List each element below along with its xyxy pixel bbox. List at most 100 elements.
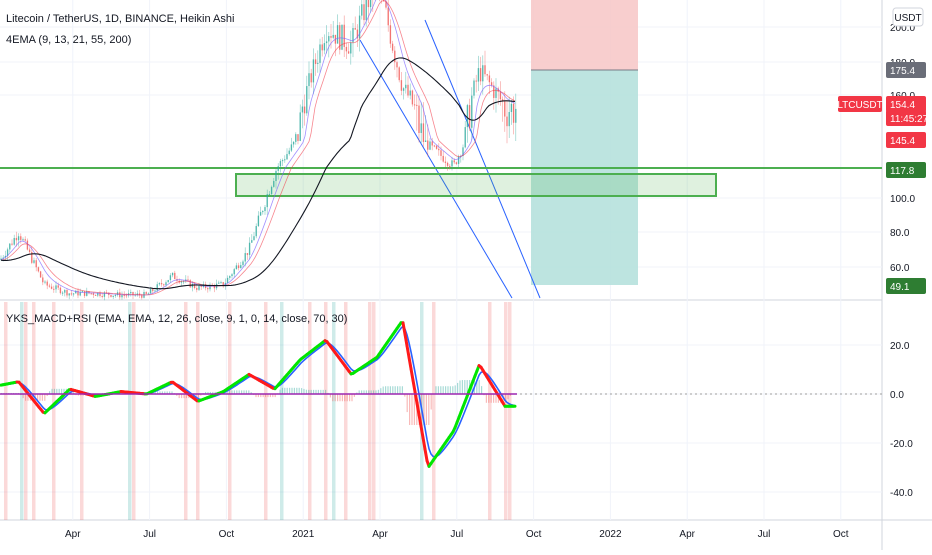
lower-indicator-label: YKS_MACD+RSI (EMA, EMA, 12, 26, close, 9… — [6, 313, 347, 325]
candle-body — [262, 211, 263, 212]
histogram-bar — [486, 394, 487, 403]
macd-segment — [409, 357, 411, 368]
histogram-bar — [399, 386, 400, 394]
overbought-band — [196, 302, 200, 520]
overbought-band — [368, 302, 372, 520]
histogram-bar — [301, 388, 302, 394]
macd-segment — [403, 323, 405, 334]
candle-body — [58, 285, 59, 287]
candle-body — [302, 107, 303, 113]
candle-body — [328, 36, 329, 41]
price-tag-label: 175.4 — [890, 66, 915, 77]
candle-body — [471, 96, 472, 128]
x-tick-label: Apr — [372, 529, 388, 540]
candle-body — [337, 25, 338, 44]
candle-body — [418, 106, 419, 133]
candle-body — [236, 265, 237, 269]
candle-body — [229, 276, 230, 278]
histogram-bar — [332, 394, 333, 401]
candle-body — [333, 35, 334, 38]
histogram-bar — [383, 387, 384, 394]
candle-body — [146, 292, 147, 294]
candle-body — [278, 166, 279, 171]
histogram-bar — [282, 388, 283, 394]
histogram-bar — [351, 394, 352, 401]
candle-body — [110, 295, 111, 297]
candle-body — [9, 244, 10, 250]
candle-body — [489, 75, 490, 82]
candle-body — [55, 285, 56, 289]
candle-body — [245, 253, 246, 261]
histogram-bar — [440, 386, 441, 394]
candle-body — [306, 86, 307, 113]
histogram-bar — [54, 389, 55, 394]
symbol-tag-label: LTCUSDT — [837, 100, 882, 111]
histogram-bar — [495, 394, 496, 403]
histogram-bar — [390, 386, 391, 394]
candle-body — [405, 85, 406, 88]
histogram-bar — [488, 394, 489, 403]
stop-loss-box — [531, 0, 638, 70]
candle-body — [396, 62, 397, 67]
price-tag-label: 11:45:27 — [890, 114, 929, 125]
currency-badge-label: USDT — [894, 13, 921, 24]
histogram-bar — [61, 389, 62, 394]
histogram-bar — [457, 383, 458, 394]
histogram-bar — [294, 388, 295, 394]
candle-body — [319, 44, 320, 62]
candle-body — [458, 156, 459, 164]
candle-body — [62, 293, 63, 294]
x-tick-label: Jul — [758, 529, 771, 540]
x-tick-label: Jul — [143, 529, 156, 540]
candle-body — [432, 141, 433, 145]
candle-body — [392, 44, 393, 51]
candle-body — [348, 51, 349, 53]
candle-body — [429, 141, 430, 149]
candle-body — [73, 293, 74, 294]
candle-body — [350, 42, 351, 53]
candle-body — [509, 112, 510, 126]
candle-body — [443, 156, 444, 162]
candle-body — [220, 282, 221, 283]
candle-body — [311, 73, 312, 82]
candle-body — [93, 293, 94, 295]
overbought-band — [184, 302, 188, 520]
candle-body — [414, 104, 415, 105]
candle-body — [487, 74, 488, 75]
histogram-bar — [431, 394, 432, 410]
candle-body — [284, 159, 285, 160]
histogram-bar — [59, 389, 60, 394]
candle-body — [295, 134, 296, 142]
candle-body — [363, 4, 364, 20]
candle-body — [95, 295, 96, 296]
candle-body — [412, 91, 413, 105]
candle-body — [130, 292, 131, 293]
histogram-bar — [462, 380, 463, 394]
candle-body — [300, 112, 301, 141]
y-tick-label-lower: -40.0 — [890, 488, 913, 499]
candle-body — [260, 212, 261, 216]
overbought-band — [132, 302, 136, 520]
candle-body — [447, 163, 448, 166]
macd-segment — [419, 415, 421, 426]
candle-body — [317, 63, 318, 64]
candle-body — [38, 267, 39, 271]
histogram-bar — [426, 394, 427, 425]
histogram-bar — [392, 386, 393, 394]
histogram-bar — [447, 386, 448, 394]
candle-body — [289, 151, 290, 154]
candle-body — [416, 105, 417, 106]
histogram-bar — [428, 394, 429, 425]
candle-body — [71, 293, 72, 294]
histogram-bar — [407, 394, 408, 412]
overbought-band — [324, 302, 328, 520]
oversold-band — [128, 302, 132, 520]
price-tag-label: 49.1 — [890, 282, 910, 293]
candle-body — [469, 105, 470, 128]
candle-body — [115, 295, 116, 296]
candle-body — [456, 162, 457, 164]
candle-body — [297, 134, 298, 141]
support-zone — [236, 174, 716, 196]
macd-segment — [413, 380, 415, 391]
